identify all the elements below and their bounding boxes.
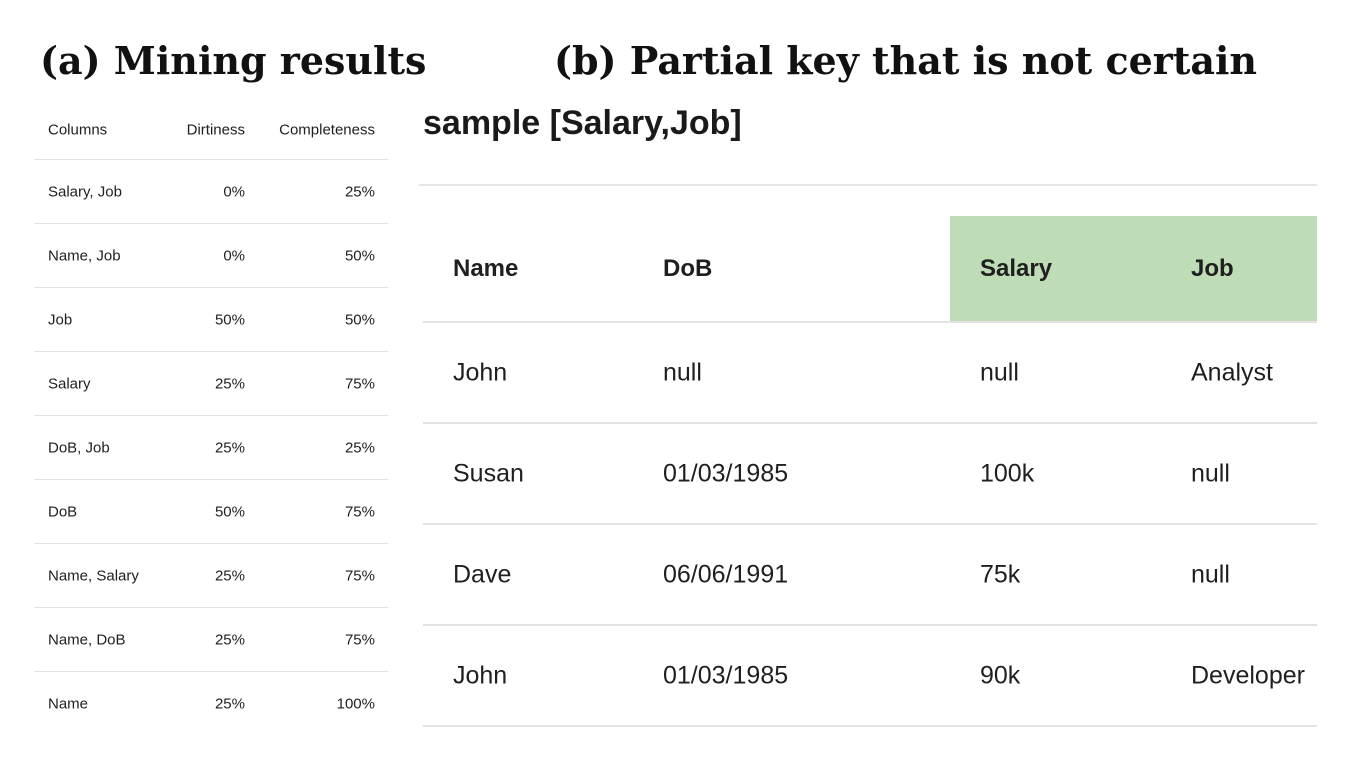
cell-columns: DoB, Job (48, 439, 110, 456)
cell-dirtiness: 25% (214, 375, 245, 392)
header-dirtiness: Dirtiness (186, 121, 245, 138)
cell-job: null (1191, 459, 1230, 487)
header-job: Job (1191, 254, 1234, 282)
cell-completeness: 75% (344, 375, 375, 392)
cell-completeness: 75% (344, 503, 375, 520)
cell-completeness: 75% (344, 567, 375, 584)
cell-columns: DoB (48, 503, 78, 520)
header-columns: Columns (48, 121, 108, 138)
table-row: Susan 01/03/1985 100k null (423, 424, 1317, 525)
divider (419, 184, 1317, 186)
cell-dob: null (663, 358, 702, 386)
header-name: Name (453, 254, 519, 282)
cell-completeness: 25% (344, 439, 375, 456)
table-row: John null null Analyst (423, 323, 1317, 424)
cell-salary: 90k (980, 661, 1021, 689)
cell-dirtiness: 25% (214, 695, 245, 712)
cell-dirtiness: 25% (214, 439, 245, 456)
cell-columns: Salary (48, 375, 91, 392)
table-row: Dave 06/06/1991 75k null (423, 525, 1317, 626)
table-row: DoB 50% 75% (34, 480, 388, 544)
cell-completeness: 25% (344, 183, 375, 200)
cell-completeness: 75% (344, 631, 375, 648)
cell-salary: 75k (980, 560, 1021, 588)
table-row: Salary, Job 0% 25% (34, 160, 388, 224)
cell-columns: Name, DoB (48, 631, 126, 648)
cell-dirtiness: 50% (214, 311, 245, 328)
header-salary: Salary (980, 254, 1053, 282)
partial-key-title: (b) Partial key that is not certain (554, 38, 1258, 83)
table-row: Name, Job 0% 50% (34, 224, 388, 288)
cell-dob: 01/03/1985 (663, 661, 789, 689)
cell-name: John (453, 358, 508, 386)
cell-columns: Job (48, 311, 73, 328)
table-row: Name 25% 100% (34, 672, 388, 735)
cell-dirtiness: 25% (214, 631, 245, 648)
cell-job: null (1191, 560, 1230, 588)
table-row: Salary 25% 75% (34, 352, 388, 416)
cell-dirtiness: 25% (214, 567, 245, 584)
cell-dirtiness: 50% (214, 503, 245, 520)
mining-table-header: Columns Dirtiness Completeness (34, 100, 388, 160)
sample-table-header: Name DoB Salary Job (423, 216, 1317, 323)
cell-dob: 06/06/1991 (663, 560, 789, 588)
cell-columns: Name (48, 695, 89, 712)
cell-completeness: 50% (344, 247, 375, 264)
cell-name: Susan (453, 459, 524, 487)
cell-columns: Salary, Job (48, 183, 122, 200)
table-row: Name, Salary 25% 75% (34, 544, 388, 608)
cell-dirtiness: 0% (223, 183, 245, 200)
header-completeness: Completeness (279, 121, 375, 138)
cell-salary: 100k (980, 459, 1035, 487)
cell-completeness: 100% (336, 695, 375, 712)
cell-name: John (453, 661, 508, 689)
cell-job: Developer (1191, 661, 1305, 689)
cell-salary: null (980, 358, 1019, 386)
table-row: Job 50% 50% (34, 288, 388, 352)
cell-name: Dave (453, 560, 512, 588)
sample-title: sample [Salary,Job] (423, 104, 742, 142)
header-dob: DoB (663, 254, 713, 282)
mining-results-table: Columns Dirtiness Completeness Salary, J… (34, 100, 388, 735)
table-row: DoB, Job 25% 25% (34, 416, 388, 480)
sample-table: Name DoB Salary Job John null null Analy… (423, 216, 1317, 727)
cell-columns: Name, Salary (48, 567, 139, 584)
cell-dob: 01/03/1985 (663, 459, 789, 487)
cell-columns: Name, Job (48, 247, 121, 264)
cell-completeness: 50% (344, 311, 375, 328)
table-row: Name, DoB 25% 75% (34, 608, 388, 672)
cell-job: Analyst (1191, 358, 1273, 386)
table-row: John 01/03/1985 90k Developer (423, 626, 1317, 727)
key-columns-highlight (950, 216, 1317, 321)
cell-dirtiness: 0% (223, 247, 245, 264)
mining-results-title: (a) Mining results (40, 38, 427, 83)
